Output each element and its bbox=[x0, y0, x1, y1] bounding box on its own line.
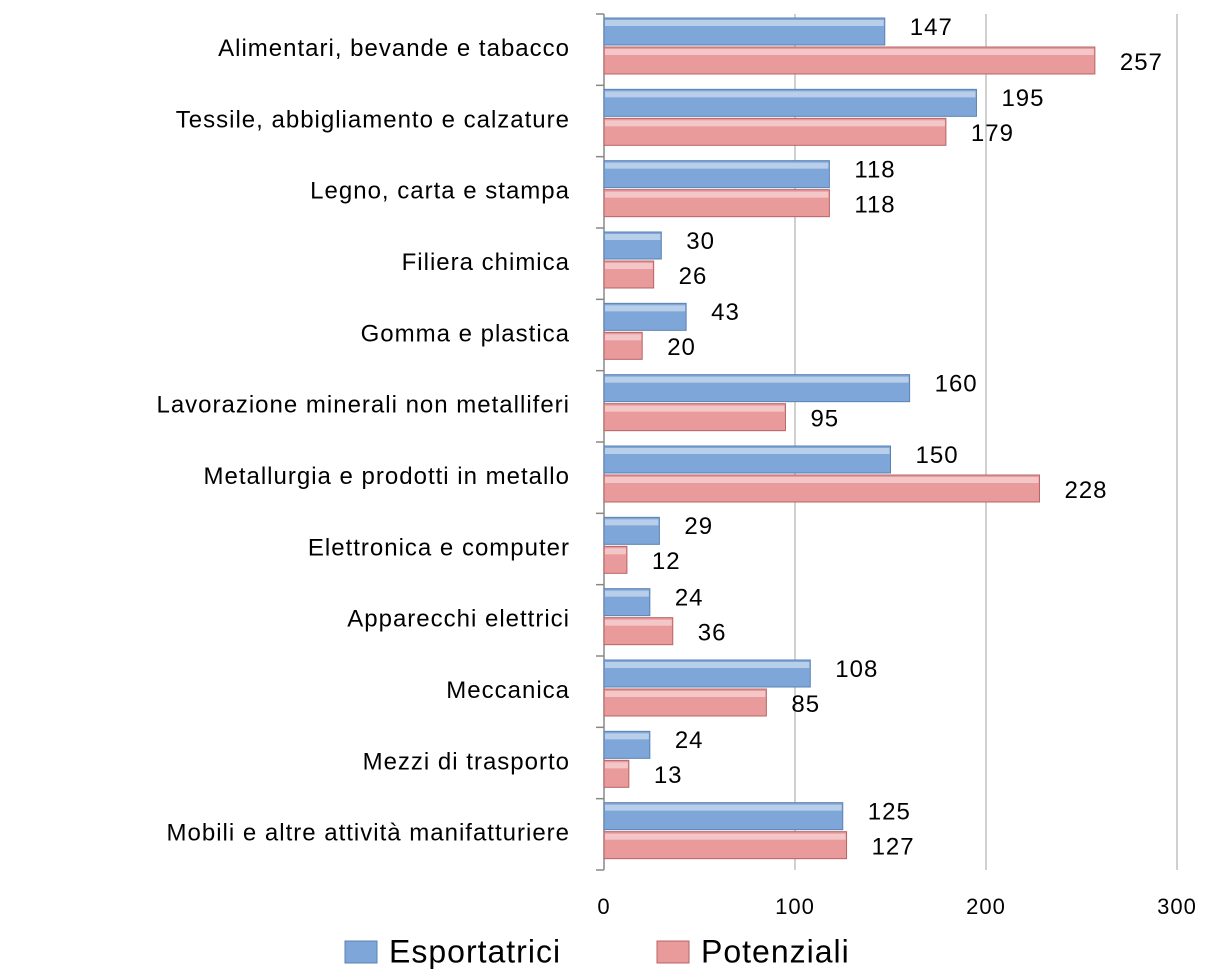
bar-shine bbox=[605, 733, 649, 740]
bar-shine bbox=[605, 91, 976, 98]
bar-shine bbox=[605, 20, 884, 26]
legend-swatch bbox=[344, 940, 378, 964]
bar-shine bbox=[605, 590, 649, 597]
data-label: 95 bbox=[810, 406, 839, 433]
x-tick-label: 100 bbox=[775, 894, 815, 919]
data-label: 127 bbox=[872, 834, 915, 861]
data-label: 85 bbox=[791, 691, 820, 718]
bar bbox=[603, 730, 651, 759]
data-label: 36 bbox=[698, 620, 727, 647]
bar bbox=[603, 617, 674, 646]
bar bbox=[603, 516, 660, 545]
bar bbox=[603, 759, 630, 788]
bar bbox=[603, 659, 811, 688]
bar bbox=[603, 231, 662, 260]
bar-shine bbox=[605, 120, 945, 127]
bar-shine bbox=[605, 376, 909, 383]
bar bbox=[603, 545, 628, 574]
data-label: 108 bbox=[835, 656, 878, 683]
data-label: 29 bbox=[684, 513, 713, 540]
legend-label: Esportatrici bbox=[389, 933, 561, 969]
bar bbox=[603, 474, 1040, 503]
data-label: 228 bbox=[1064, 477, 1107, 504]
bar-shine bbox=[605, 191, 829, 198]
data-label: 26 bbox=[679, 263, 708, 290]
data-label: 43 bbox=[711, 299, 740, 326]
legend-swatch bbox=[656, 940, 690, 964]
y-tick-label: Mezzi di trasporto bbox=[363, 748, 570, 775]
data-label: 13 bbox=[654, 762, 683, 789]
bar bbox=[603, 802, 844, 831]
data-label: 160 bbox=[935, 371, 978, 398]
bar-shine bbox=[605, 234, 661, 240]
y-tick-label: Tessile, abbigliamento e calzature bbox=[176, 106, 570, 133]
y-tick-label: Lavorazione minerali non metalliferi bbox=[156, 392, 570, 419]
bar bbox=[603, 160, 830, 189]
bar-shine bbox=[605, 619, 672, 626]
data-label: 147 bbox=[910, 14, 953, 41]
bar bbox=[603, 260, 655, 289]
bar-shine bbox=[605, 519, 659, 526]
x-tick-label: 200 bbox=[966, 894, 1006, 919]
y-tick-label: Filiera chimica bbox=[402, 249, 570, 276]
y-tick-label: Metallurgia e prodotti in metallo bbox=[203, 463, 570, 490]
bar-shine bbox=[605, 804, 842, 811]
y-tick-label: Mobili e altre attività manifatturiere bbox=[167, 820, 570, 847]
data-label: 24 bbox=[675, 727, 704, 754]
bar bbox=[603, 17, 886, 46]
bar bbox=[603, 302, 687, 331]
bar bbox=[603, 189, 830, 218]
data-label: 125 bbox=[868, 799, 911, 826]
bar-shine bbox=[605, 662, 810, 668]
bar bbox=[603, 445, 891, 474]
x-tick-label: 300 bbox=[1157, 894, 1197, 919]
data-label: 20 bbox=[667, 334, 696, 361]
y-tick-label: Legno, carta e stampa bbox=[310, 178, 570, 205]
bar bbox=[603, 374, 911, 403]
data-label: 257 bbox=[1120, 49, 1163, 76]
bar-shine bbox=[605, 448, 890, 454]
bar bbox=[603, 331, 643, 360]
data-label: 30 bbox=[686, 228, 715, 255]
bar bbox=[603, 46, 1096, 75]
bar bbox=[603, 117, 947, 146]
data-label: 118 bbox=[854, 192, 895, 219]
bar-shine bbox=[605, 405, 785, 412]
y-tick-label: Gomma e plastica bbox=[361, 320, 570, 347]
y-tick-label: Elettronica e computer bbox=[308, 534, 570, 561]
y-tick-label: Alimentari, bevande e tabacco bbox=[218, 35, 570, 62]
y-tick-label: Apparecchi elettrici bbox=[347, 606, 570, 633]
data-label: 179 bbox=[971, 120, 1014, 147]
bar-shine bbox=[605, 477, 1039, 483]
bar-shine bbox=[605, 691, 766, 697]
bar bbox=[603, 403, 786, 432]
x-tick-label: 0 bbox=[597, 894, 610, 919]
bar bbox=[603, 688, 767, 717]
data-label: 12 bbox=[652, 548, 681, 575]
bar-shine bbox=[605, 263, 653, 269]
bar-shine bbox=[605, 305, 686, 312]
bar-shine bbox=[605, 548, 626, 555]
data-label: 195 bbox=[1001, 85, 1044, 112]
bar-shine bbox=[605, 762, 628, 769]
bar bbox=[603, 88, 977, 117]
legend-label: Potenziali bbox=[701, 933, 850, 969]
y-tick-label: Meccanica bbox=[446, 677, 570, 704]
bar bbox=[603, 831, 848, 860]
data-label: 150 bbox=[916, 442, 959, 469]
data-label: 118 bbox=[854, 157, 895, 184]
bar-shine bbox=[605, 833, 846, 840]
bar bbox=[603, 588, 651, 617]
bar-shine bbox=[605, 162, 829, 169]
data-label: 24 bbox=[675, 585, 704, 612]
bar-shine bbox=[605, 49, 1094, 55]
bar-shine bbox=[605, 334, 642, 341]
